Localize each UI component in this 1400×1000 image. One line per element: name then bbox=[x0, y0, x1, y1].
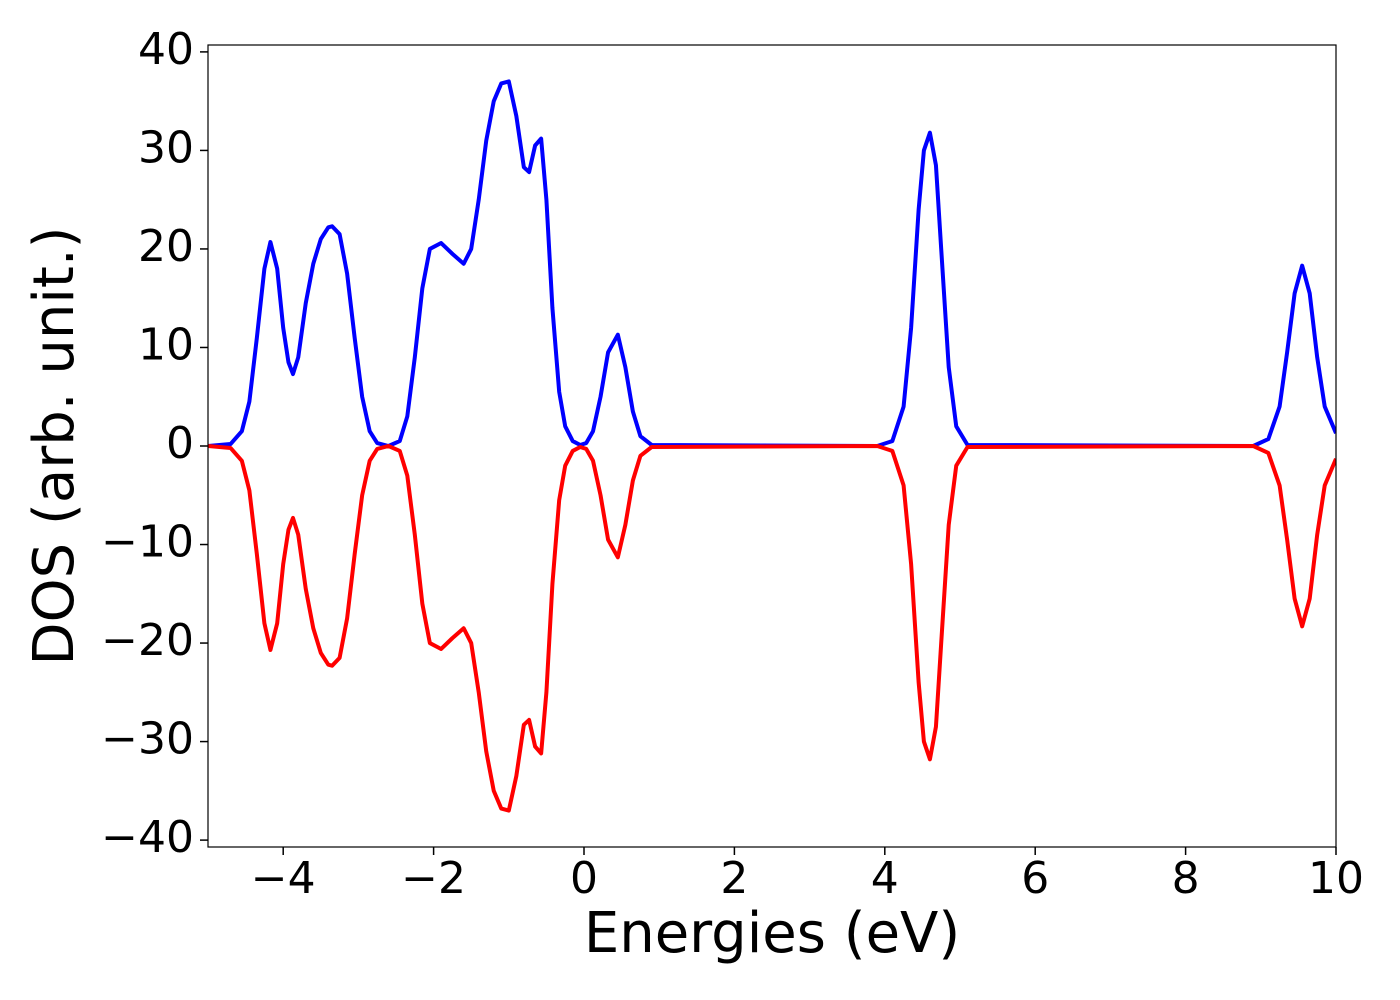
plot-frame bbox=[207, 44, 1337, 848]
x-tick-label: −4 bbox=[251, 853, 316, 904]
x-tick-label: 10 bbox=[1308, 853, 1364, 904]
x-tick-label: 2 bbox=[720, 853, 748, 904]
y-tick-label: 40 bbox=[138, 24, 194, 75]
x-tick-label: −2 bbox=[401, 853, 466, 904]
y-tick-label: 20 bbox=[138, 221, 194, 272]
y-tick-label: 30 bbox=[138, 122, 194, 173]
series-line bbox=[208, 79, 1336, 448]
y-tick-label: −20 bbox=[101, 615, 194, 666]
x-tick-label: 8 bbox=[1172, 853, 1200, 904]
y-tick-label: −40 bbox=[101, 812, 194, 863]
y-tick-label: −30 bbox=[101, 714, 194, 765]
y-axis-label: DOS (arb. unit.) bbox=[22, 226, 87, 665]
x-tick-label: 4 bbox=[871, 853, 899, 904]
y-tick-label: 0 bbox=[166, 418, 194, 469]
x-axis-label: Energies (eV) bbox=[584, 901, 960, 966]
x-tick-label: 0 bbox=[570, 853, 598, 904]
x-tick-label: 6 bbox=[1021, 853, 1049, 904]
series-line bbox=[208, 444, 1336, 813]
y-tick-label: −10 bbox=[101, 517, 194, 568]
y-tick-label: 10 bbox=[138, 319, 194, 370]
